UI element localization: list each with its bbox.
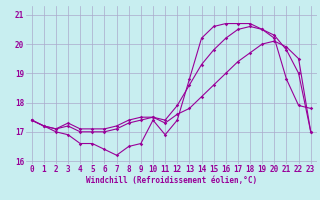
X-axis label: Windchill (Refroidissement éolien,°C): Windchill (Refroidissement éolien,°C) (86, 176, 257, 185)
